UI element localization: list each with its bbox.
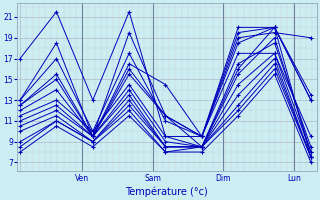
Text: Dim: Dim bbox=[216, 174, 231, 183]
Text: Sam: Sam bbox=[144, 174, 161, 183]
Text: Lun: Lun bbox=[287, 174, 301, 183]
X-axis label: Température (°c): Température (°c) bbox=[125, 186, 208, 197]
Text: Ven: Ven bbox=[75, 174, 89, 183]
